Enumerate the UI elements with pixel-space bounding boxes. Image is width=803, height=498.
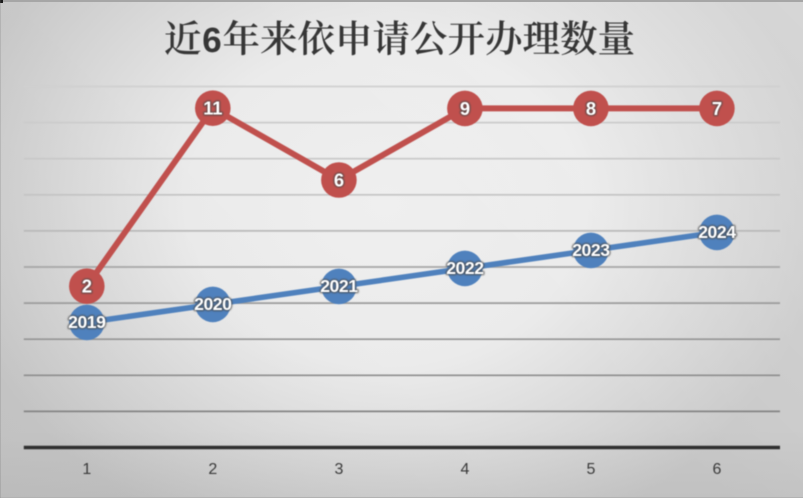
svg-text:11: 11 (203, 98, 222, 119)
svg-text:6: 6 (712, 461, 721, 478)
svg-text:2: 2 (82, 276, 92, 297)
svg-text:2024: 2024 (698, 222, 736, 242)
svg-text:8: 8 (586, 98, 596, 119)
svg-text:2020: 2020 (194, 294, 232, 314)
svg-text:1: 1 (82, 461, 91, 478)
svg-text:2024: 2024 (698, 222, 736, 242)
svg-text:2022: 2022 (446, 258, 484, 278)
svg-text:2019: 2019 (68, 312, 106, 332)
svg-text:3: 3 (334, 461, 343, 478)
svg-text:2: 2 (208, 461, 217, 478)
svg-text:2019: 2019 (68, 312, 106, 332)
svg-text:2021: 2021 (320, 276, 358, 296)
svg-text:6: 6 (334, 169, 344, 190)
svg-text:5: 5 (586, 461, 595, 478)
svg-text:7: 7 (712, 98, 722, 119)
svg-text:9: 9 (460, 98, 470, 119)
svg-text:2020: 2020 (194, 294, 232, 314)
svg-text:9: 9 (460, 98, 470, 119)
svg-text:2: 2 (82, 276, 92, 297)
svg-text:7: 7 (712, 98, 722, 119)
svg-text:4: 4 (460, 461, 469, 478)
svg-text:2023: 2023 (572, 240, 610, 260)
svg-text:2022: 2022 (446, 258, 484, 278)
svg-text:2021: 2021 (320, 276, 358, 296)
svg-text:6: 6 (334, 169, 344, 190)
svg-text:8: 8 (586, 98, 596, 119)
svg-text:2023: 2023 (572, 240, 610, 260)
svg-text:11: 11 (203, 98, 222, 119)
